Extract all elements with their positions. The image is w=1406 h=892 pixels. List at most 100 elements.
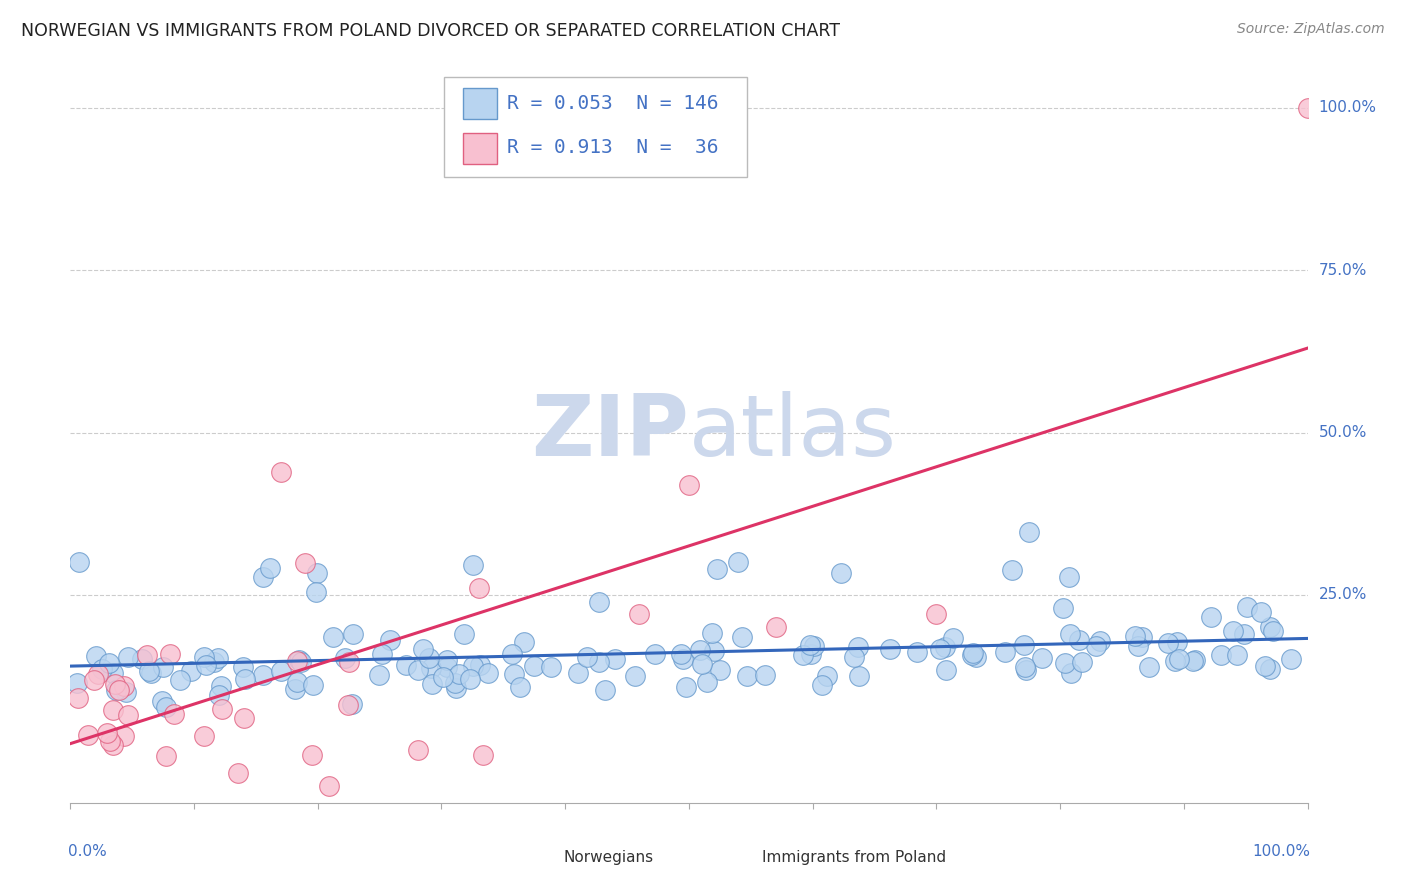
Point xyxy=(458,672,481,686)
Point xyxy=(152,659,174,673)
Point xyxy=(342,698,364,712)
FancyBboxPatch shape xyxy=(529,846,560,870)
Point xyxy=(339,655,361,669)
Point xyxy=(671,647,693,661)
Point xyxy=(117,708,139,723)
Point xyxy=(731,630,754,644)
Point xyxy=(342,627,364,641)
Point xyxy=(305,584,328,599)
Point xyxy=(942,631,965,645)
Point xyxy=(252,667,274,681)
Point xyxy=(1226,648,1249,662)
Point xyxy=(811,677,834,691)
Point xyxy=(270,664,292,678)
Point xyxy=(420,677,443,691)
Point xyxy=(202,655,225,669)
Point xyxy=(1254,659,1277,673)
Point xyxy=(567,666,589,681)
Text: 100.0%: 100.0% xyxy=(1319,101,1376,115)
Point xyxy=(588,595,610,609)
Point xyxy=(418,651,440,665)
Point xyxy=(155,749,177,764)
Text: R = 0.913  N =  36: R = 0.913 N = 36 xyxy=(508,138,718,157)
Point xyxy=(252,570,274,584)
Point xyxy=(1258,620,1281,634)
Point xyxy=(1296,101,1319,115)
Point xyxy=(678,477,700,491)
Point xyxy=(468,658,491,673)
Point xyxy=(307,566,329,580)
Point xyxy=(1069,632,1091,647)
Point xyxy=(67,555,90,569)
Point xyxy=(96,726,118,740)
Point xyxy=(233,672,256,686)
Point xyxy=(270,465,292,479)
Point xyxy=(101,666,124,681)
Point xyxy=(90,662,112,676)
Point xyxy=(929,641,952,656)
Point xyxy=(672,651,695,665)
Point xyxy=(1128,639,1150,653)
Point xyxy=(83,673,105,687)
Point xyxy=(322,630,344,644)
Point xyxy=(1130,631,1153,645)
Point xyxy=(436,660,458,674)
Text: 75.0%: 75.0% xyxy=(1319,263,1367,277)
Point xyxy=(472,748,495,763)
Point xyxy=(1233,627,1256,641)
Point xyxy=(1137,660,1160,674)
Point xyxy=(444,676,467,690)
Point xyxy=(727,555,749,569)
Point xyxy=(207,650,229,665)
Point xyxy=(1059,627,1081,641)
Point xyxy=(754,668,776,682)
Point xyxy=(1053,657,1076,671)
Point xyxy=(169,673,191,688)
FancyBboxPatch shape xyxy=(725,846,758,870)
Point xyxy=(792,648,814,663)
Point xyxy=(628,607,651,622)
Text: 25.0%: 25.0% xyxy=(1319,588,1367,602)
Point xyxy=(104,682,127,697)
Point xyxy=(112,729,135,743)
Point xyxy=(209,679,232,693)
Point xyxy=(333,650,356,665)
Point xyxy=(575,649,598,664)
Point xyxy=(162,707,184,722)
Point xyxy=(965,650,987,665)
Point xyxy=(461,658,484,673)
Point xyxy=(461,558,484,573)
Point xyxy=(1123,629,1146,643)
Point xyxy=(1166,635,1188,649)
Text: Immigrants from Poland: Immigrants from Poland xyxy=(762,850,946,865)
FancyBboxPatch shape xyxy=(444,78,747,178)
Point xyxy=(799,639,821,653)
Point xyxy=(131,652,153,666)
Point xyxy=(1168,652,1191,666)
Point xyxy=(159,647,181,661)
Point xyxy=(703,644,725,658)
Point xyxy=(1090,634,1112,648)
Point xyxy=(675,680,697,694)
Point xyxy=(623,669,645,683)
Point xyxy=(419,661,441,675)
Point xyxy=(290,655,312,669)
Point xyxy=(98,733,121,747)
Text: Norwegians: Norwegians xyxy=(564,850,654,865)
Point xyxy=(139,665,162,680)
Point xyxy=(540,660,562,674)
Point xyxy=(67,690,90,705)
Point xyxy=(318,779,340,793)
Point xyxy=(207,688,229,702)
Point xyxy=(1015,663,1038,677)
Point xyxy=(211,702,233,716)
Point xyxy=(195,658,218,673)
Point xyxy=(1031,650,1053,665)
Point xyxy=(803,639,825,653)
Point xyxy=(301,747,323,762)
Point xyxy=(453,626,475,640)
Point xyxy=(233,711,256,725)
Text: 50.0%: 50.0% xyxy=(1319,425,1367,440)
Point xyxy=(1236,599,1258,614)
Point xyxy=(593,682,616,697)
